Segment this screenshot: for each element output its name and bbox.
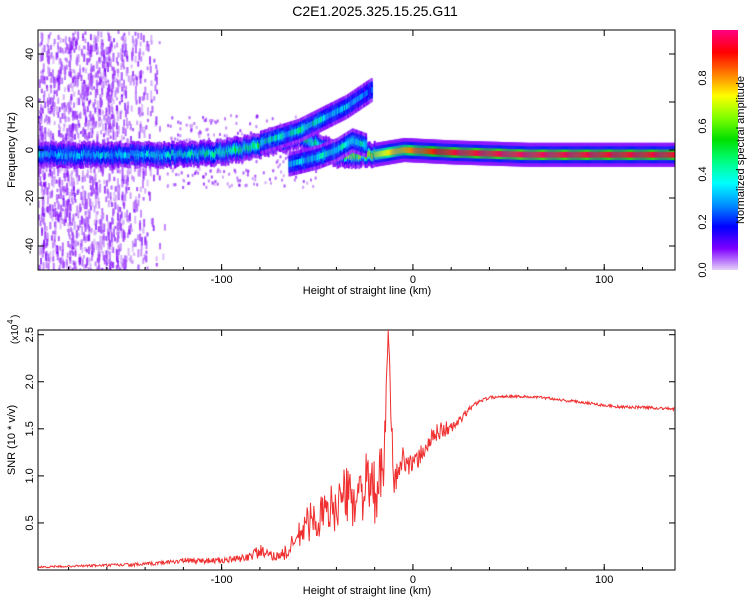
- y-tick-label: 2.5: [24, 327, 36, 342]
- y-tick-label: 1.0: [24, 468, 36, 483]
- x-tick-label: 100: [595, 274, 613, 286]
- colorbar-tick-label: 0.6: [697, 118, 709, 133]
- x-tick-label: 0: [410, 574, 416, 586]
- figure-title: C2E1.2025.325.15.25.G11: [292, 3, 458, 19]
- colorbar-tick-label: 0.2: [697, 214, 709, 229]
- y-tick-label: 20: [24, 96, 36, 108]
- scale-prefix: (x10: [10, 324, 21, 344]
- top-x-axis-label: Height of straight line (km): [303, 285, 431, 297]
- y-tick-label: 2.0: [24, 374, 36, 389]
- y-tick-label: 1.5: [24, 421, 36, 436]
- bottom-x-axis-label: Height of straight line (km): [303, 585, 431, 597]
- colorbar-tick-label: 0.4: [697, 166, 709, 181]
- spectrogram-heatmap: [38, 30, 675, 270]
- plot-frame: [37, 29, 676, 271]
- y-tick-label: -40: [24, 238, 36, 254]
- colorbar-tick-label: 0.0: [697, 262, 709, 277]
- snr-line: [37, 329, 675, 569]
- x-tick-label: 100: [595, 574, 613, 586]
- scale-suffix: ): [10, 315, 21, 318]
- y-tick-label: 40: [24, 48, 36, 60]
- bottom-y-axis-label: SNR (10 * v/v): [6, 405, 18, 475]
- top-y-axis-label: Frequency (Hz): [6, 112, 18, 188]
- x-tick-label: 0: [410, 274, 416, 286]
- y-tick-label: -20: [24, 190, 36, 206]
- snr-axes: -100 0 100 0.5 1.0 1.5 2.0 2.5: [24, 327, 676, 586]
- y-tick-label: 0: [24, 147, 36, 153]
- x-tick-label: -100: [211, 274, 233, 286]
- y-scale-factor: (x10 4 ): [6, 315, 21, 344]
- x-tick-label: -100: [211, 574, 233, 586]
- colorbar-tick-label: 0.8: [697, 70, 709, 85]
- plot-frame: [37, 329, 676, 571]
- scale-exponent: 4: [6, 319, 15, 324]
- colorbar-label: Normalized spectral amplitude: [735, 76, 747, 224]
- colorbar-axes: 0.0 0.2 0.4 0.6 0.8: [697, 70, 709, 277]
- colorbar: [712, 30, 738, 270]
- y-tick-label: 0.5: [24, 515, 36, 530]
- spectrogram-axes: -100 0 100 -40 -20 0 20 40: [24, 29, 676, 286]
